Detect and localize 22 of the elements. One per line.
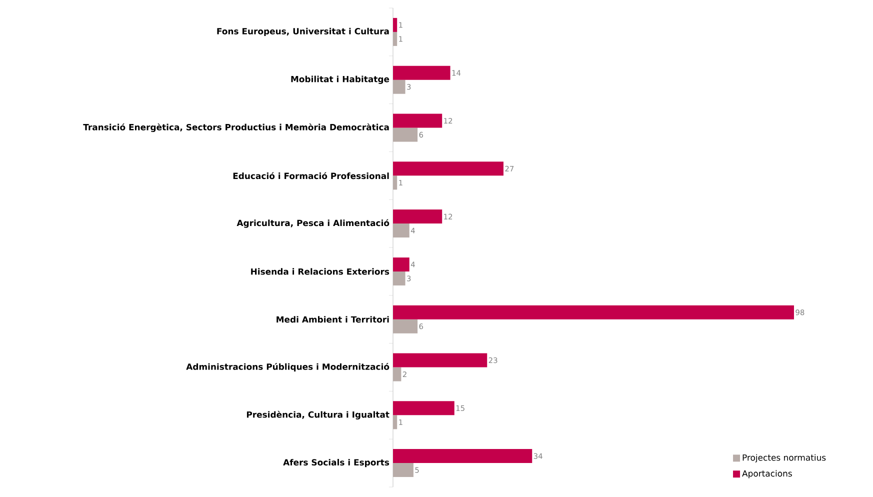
bar [393, 162, 504, 176]
y-tick-label: Medi Ambient i Territori [276, 316, 389, 323]
bar [393, 353, 488, 368]
y-tick-label: Hisenda i Relacions Exteriors [251, 268, 390, 275]
bar [393, 305, 794, 320]
bar [393, 66, 450, 80]
legend-label: Projectes normatius [742, 454, 826, 462]
y-tick-label: Agricultura, Pesca i Alimentació [236, 219, 390, 228]
y-tick-label: Educació i Formació Professional [233, 172, 389, 180]
y-tick-label: Fons Europeus, Universitat i Cultura [217, 28, 389, 36]
y-tick-label: Afers Socials i Esports [283, 458, 390, 468]
y-tick-label: Mobilitat i Habitatge [291, 76, 390, 84]
bar [393, 114, 442, 128]
y-tick-label: Administracions Públiques i Modernització [186, 362, 390, 372]
bar [393, 18, 398, 32]
bar [393, 257, 410, 272]
y-tick-label: Presidència, Cultura i Igualtat [246, 410, 390, 420]
bar [393, 401, 454, 416]
bar [393, 449, 532, 464]
y-tick-label: Transició Energètica, Sectors Productius i Memòria Democràtica [83, 123, 389, 132]
legend-label: Aportacions [742, 470, 792, 478]
bar [393, 210, 442, 224]
